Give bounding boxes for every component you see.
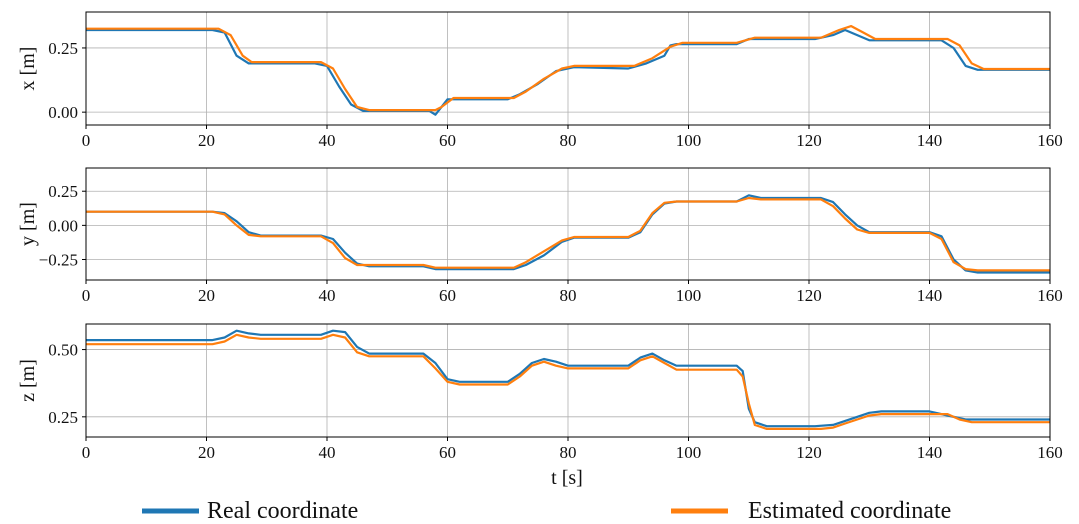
legend-label-estimated: Estimated coordinate [748, 498, 951, 524]
x-tick-label: 80 [560, 286, 577, 305]
x-tick-label: 160 [1037, 131, 1063, 150]
y-axis-label-z: z [m] [17, 359, 39, 402]
x-tick-label: 0 [82, 286, 91, 305]
chart-legend: Real coordinate Estimated coordinate [142, 498, 951, 524]
y-tick-label: −0.25 [39, 251, 78, 270]
y-tick-label: 0.25 [48, 408, 78, 427]
x-tick-label: 40 [319, 443, 336, 462]
panel-y: 0 20 40 60 80 100 120 140 160 0.25 0.00 −0.25y [m] [17, 167, 1063, 305]
x-tick-label: 100 [676, 286, 702, 305]
series-line-real-x [86, 28, 1050, 116]
y-axis-label-x: x [m] [17, 47, 39, 91]
x-tick-label: 20 [198, 443, 215, 462]
x-tick-label: 60 [439, 443, 456, 462]
x-tick-label: 80 [560, 443, 577, 462]
x-tick-label: 160 [1037, 286, 1063, 305]
y-axis-label-y: y [m] [17, 202, 39, 246]
x-tick-label: 160 [1037, 443, 1063, 462]
y-tick-label: 0.50 [48, 341, 78, 360]
y-tick-label: 0.00 [48, 216, 78, 235]
x-tick-label: 140 [917, 286, 943, 305]
x-tick-label: 0 [82, 131, 91, 150]
panel-x: 0 20 40 60 80 100 120 140 160 0.00 0.25 x [m] [17, 11, 1063, 150]
panel-z: 0 20 40 60 80 100 120 140 160 0.50 0.25 z [m] [17, 323, 1063, 462]
x-tick-label: 40 [319, 286, 336, 305]
x-tick-label: 60 [439, 286, 456, 305]
x-axis-label: t [s] [551, 467, 583, 489]
y-tick-label: 0.00 [48, 103, 78, 122]
x-tick-label: 40 [319, 131, 336, 150]
series-line-estimated-z [86, 333, 1050, 430]
x-tick-label: 80 [560, 131, 577, 150]
x-tick-label: 20 [198, 286, 215, 305]
series-line-real-z [86, 329, 1050, 428]
x-tick-label: 100 [676, 443, 702, 462]
series-line-estimated-y [86, 196, 1050, 272]
x-tick-label: 120 [796, 131, 822, 150]
x-tick-label: 20 [198, 131, 215, 150]
x-tick-label: 60 [439, 131, 456, 150]
x-tick-label: 100 [676, 131, 702, 150]
chart-panels: 0 20 40 60 80 100 120 140 160 0.00 0.25 x [m] 0 20 40 6… [17, 11, 1063, 462]
x-tick-label: 140 [917, 131, 943, 150]
y-tick-label: 0.25 [48, 182, 78, 201]
x-tick-label: 120 [796, 443, 822, 462]
x-tick-label: 120 [796, 286, 822, 305]
series-line-estimated-x [86, 25, 1050, 112]
y-tick-label: 0.25 [48, 39, 78, 58]
legend-label-real: Real coordinate [207, 498, 358, 524]
x-tick-label: 0 [82, 443, 91, 462]
x-tick-label: 140 [917, 443, 943, 462]
